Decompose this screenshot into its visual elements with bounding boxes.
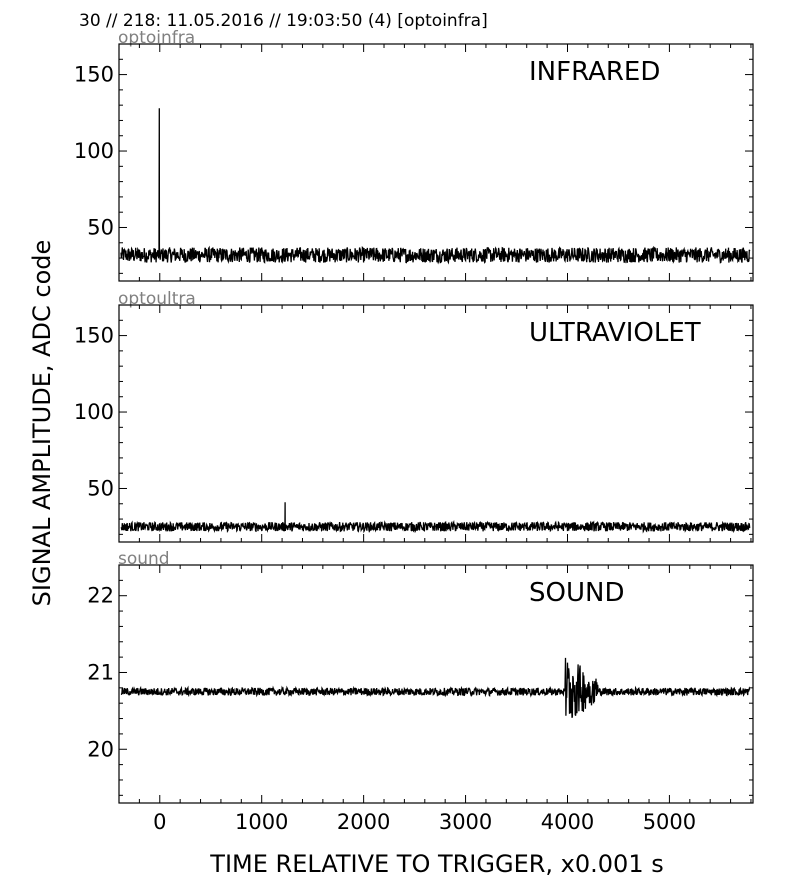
source-label: optoultra (118, 289, 196, 309)
panel-title: INFRARED (529, 57, 660, 87)
y-tick-label: 50 (87, 215, 114, 239)
series-line-sound (120, 657, 751, 718)
y-tick-label: 150 (74, 324, 114, 348)
y-tick-label: 150 (74, 63, 114, 87)
y-tick-label: 50 (87, 476, 114, 500)
x-tick-label: 3000 (439, 810, 492, 834)
source-label: sound (118, 549, 170, 569)
x-axis-label: TIME RELATIVE TO TRIGGER, x0.001 s (209, 850, 663, 878)
y-tick-label: 22 (87, 584, 114, 608)
y-tick-label: 100 (74, 139, 114, 163)
panel-title: SOUND (529, 578, 624, 608)
series-line-optoultra (120, 502, 751, 534)
panel-title: ULTRAVIOLET (529, 318, 701, 348)
chart-header: 30 // 218: 11.05.2016 // 19:03:50 (4) [o… (79, 11, 488, 31)
panel-sound: sound 0 1000 2000 3000 4000 5000 20 21 22 SOUND (87, 549, 754, 834)
y-tick-label: 100 (74, 400, 114, 424)
panel-optoinfra: optoinfra 50 100 150 INFRARED (74, 28, 754, 282)
y-axis-label: SIGNAL AMPLITUDE, ADC code (28, 240, 56, 607)
series-line-optoinfra (120, 108, 751, 265)
x-tick-label: 5000 (643, 810, 696, 834)
panel-optoultra: optoultra 50 100 150 ULTRAVIOLET (74, 289, 754, 543)
source-label: optoinfra (118, 28, 195, 48)
y-tick-label: 20 (87, 737, 114, 761)
plot-frame (118, 304, 754, 543)
x-tick-label: 4000 (541, 810, 594, 834)
plot-frame (118, 564, 754, 804)
panels: optoinfra 50 100 150 INFRARED optoultra 50 100 1… (74, 28, 754, 834)
y-tick-label: 21 (87, 660, 114, 684)
x-tick-label: 0 (153, 810, 166, 834)
x-tick-label: 2000 (337, 810, 390, 834)
plot-frame (118, 43, 754, 282)
x-tick-label: 1000 (235, 810, 288, 834)
